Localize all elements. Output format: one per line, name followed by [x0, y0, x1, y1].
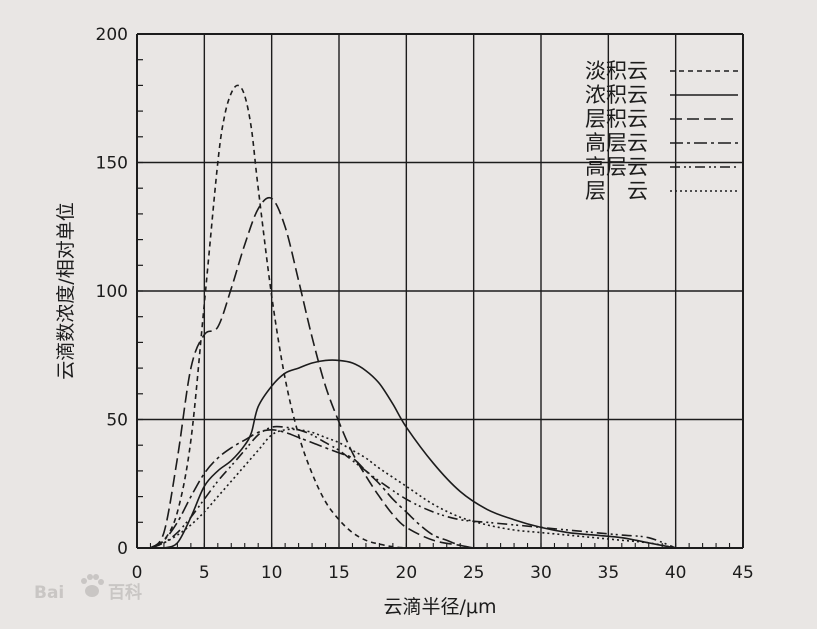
series-line-4 — [150, 429, 474, 549]
watermark-brand: Bai — [34, 583, 64, 603]
y-tick-label-150: 150 — [96, 154, 128, 174]
series-lines — [149, 84, 676, 549]
x-tick-label-45: 45 — [732, 563, 754, 583]
legend-label-5: 高层云 — [585, 155, 648, 179]
series-line-1 — [150, 84, 407, 549]
x-tick-label-0: 0 — [132, 563, 143, 583]
legend-label-3: 层积云 — [585, 107, 648, 131]
series-line-6 — [150, 428, 676, 549]
legend-label-4: 高层云 — [585, 131, 648, 155]
y-tick-label-100: 100 — [96, 282, 128, 302]
y-axis-title: 云滴数浓度/相对单位 — [55, 202, 77, 379]
x-axis-title: 云滴半径/μm — [384, 596, 497, 618]
paw-icon — [81, 574, 104, 597]
x-tick-label-30: 30 — [530, 563, 552, 583]
x-tick-label-25: 25 — [463, 563, 485, 583]
x-tick-label-20: 20 — [396, 563, 418, 583]
x-tick-label-10: 10 — [261, 563, 283, 583]
x-tick-label-40: 40 — [665, 563, 687, 583]
x-tick-label-35: 35 — [598, 563, 620, 583]
watermark: Bai 百科 — [34, 574, 142, 603]
series-line-5 — [150, 425, 676, 549]
grid — [136, 33, 744, 549]
series-line-2 — [163, 359, 676, 549]
series-line-3 — [149, 196, 474, 549]
legend-label-2: 浓积云 — [585, 83, 648, 107]
legend-label-1: 淡积云 — [585, 59, 648, 83]
legend-label-6: 层 云 — [585, 179, 648, 203]
y-tick-label-200: 200 — [96, 25, 128, 45]
y-tick-label-0: 0 — [117, 539, 128, 559]
y-tick-label-50: 50 — [106, 411, 128, 431]
x-tick-label-15: 15 — [328, 563, 350, 583]
tick-labels: 0 5 10 15 20 25 30 35 40 45 0 50 100 150 200 — [96, 25, 754, 583]
x-tick-label-5: 5 — [199, 563, 210, 583]
watermark-suffix: 百科 — [108, 582, 142, 603]
